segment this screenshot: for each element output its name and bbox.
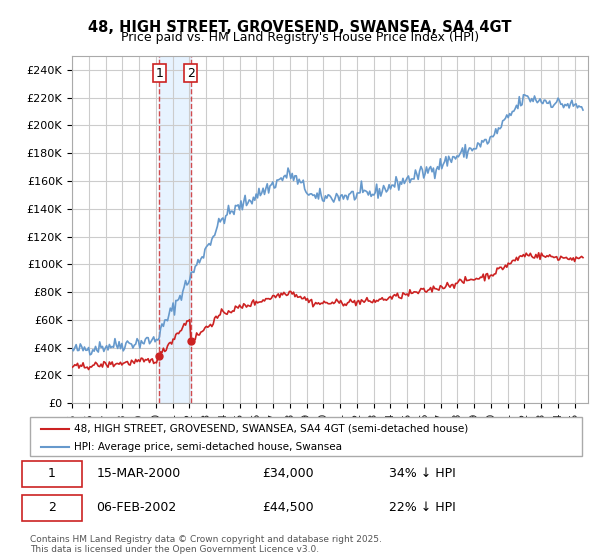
FancyBboxPatch shape [30,417,582,456]
Text: 2: 2 [48,501,56,514]
Text: 15-MAR-2000: 15-MAR-2000 [96,468,181,480]
Text: 1: 1 [48,468,56,480]
Text: 06-FEB-2002: 06-FEB-2002 [96,501,176,514]
Text: 1: 1 [155,67,163,80]
Text: £34,000: £34,000 [262,468,313,480]
FancyBboxPatch shape [22,461,82,487]
Text: 48, HIGH STREET, GROVESEND, SWANSEA, SA4 4GT: 48, HIGH STREET, GROVESEND, SWANSEA, SA4… [88,20,512,35]
Text: £44,500: £44,500 [262,501,313,514]
Text: 22% ↓ HPI: 22% ↓ HPI [389,501,455,514]
Text: 48, HIGH STREET, GROVESEND, SWANSEA, SA4 4GT (semi-detached house): 48, HIGH STREET, GROVESEND, SWANSEA, SA4… [74,424,469,434]
Text: Price paid vs. HM Land Registry's House Price Index (HPI): Price paid vs. HM Land Registry's House … [121,31,479,44]
Text: HPI: Average price, semi-detached house, Swansea: HPI: Average price, semi-detached house,… [74,442,342,451]
FancyBboxPatch shape [22,495,82,521]
Text: 2: 2 [187,67,195,80]
Text: Contains HM Land Registry data © Crown copyright and database right 2025.
This d: Contains HM Land Registry data © Crown c… [30,535,382,554]
Bar [159,56,191,403]
Text: 34% ↓ HPI: 34% ↓ HPI [389,468,455,480]
